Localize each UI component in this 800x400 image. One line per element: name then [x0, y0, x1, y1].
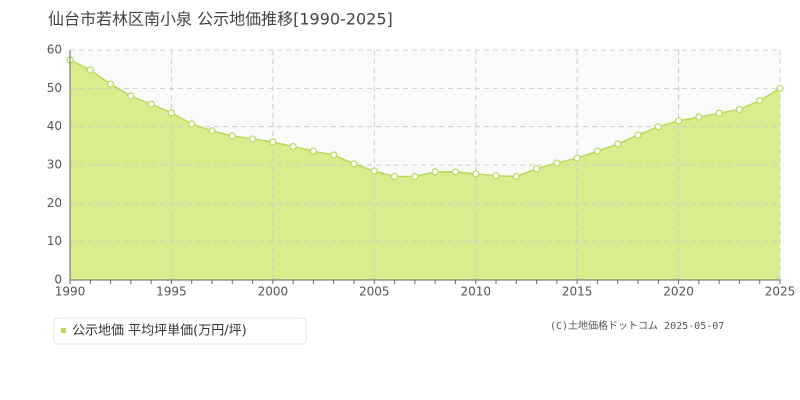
y-tick-label: 30 — [47, 158, 62, 172]
point — [127, 92, 135, 100]
point — [553, 159, 561, 167]
legend-label: 公示地価 平均坪単価(万円/坪) — [72, 323, 247, 339]
y-tick-label: 0 — [54, 273, 62, 287]
point — [167, 109, 176, 117]
chart-title: 仙台市若林区南小泉 公示地価推移[1990-2025] — [48, 10, 393, 29]
source: (C)土地価格ドットコム 2025-05-07 — [550, 319, 724, 332]
point — [674, 117, 683, 125]
x-tick-label: 2005 — [359, 285, 390, 299]
point — [492, 172, 500, 180]
x-tick-label: 1995 — [156, 285, 187, 299]
point — [614, 140, 622, 148]
area — [70, 59, 780, 280]
y-tick-label: 20 — [47, 196, 62, 210]
point — [330, 151, 338, 159]
point — [593, 147, 602, 155]
point — [269, 138, 277, 146]
point — [289, 143, 297, 151]
x-tick-label: 1990 — [55, 285, 86, 299]
point — [654, 123, 662, 131]
x-tick-label: 2020 — [663, 285, 694, 299]
point — [735, 105, 744, 114]
point — [86, 66, 94, 74]
x-tick-label: 2025 — [765, 285, 796, 299]
point — [451, 168, 460, 176]
y-tick-label: 40 — [47, 119, 62, 133]
point — [573, 154, 581, 162]
point — [147, 100, 155, 108]
x-tick-label: 2000 — [258, 285, 289, 299]
point — [248, 135, 257, 143]
point — [472, 170, 480, 178]
point — [309, 147, 318, 155]
legend-box — [53, 317, 307, 345]
point — [634, 131, 642, 139]
point — [411, 172, 419, 181]
y-tick-label: 10 — [47, 234, 62, 248]
y-tick-label: 60 — [47, 43, 62, 57]
point — [431, 168, 439, 176]
point — [390, 172, 399, 181]
point — [776, 84, 784, 92]
point — [715, 109, 723, 117]
point — [106, 80, 115, 88]
y-tick-label: 50 — [47, 81, 62, 95]
point — [208, 127, 216, 135]
point — [512, 172, 520, 181]
point — [532, 165, 541, 173]
point — [695, 113, 703, 121]
point — [370, 167, 378, 175]
point — [188, 120, 196, 128]
x-tick-label: 2015 — [562, 285, 593, 299]
point — [350, 160, 358, 168]
x-tick-label: 2010 — [460, 285, 491, 299]
legend-swatch — [61, 328, 66, 333]
point — [756, 96, 764, 105]
point — [228, 132, 236, 140]
